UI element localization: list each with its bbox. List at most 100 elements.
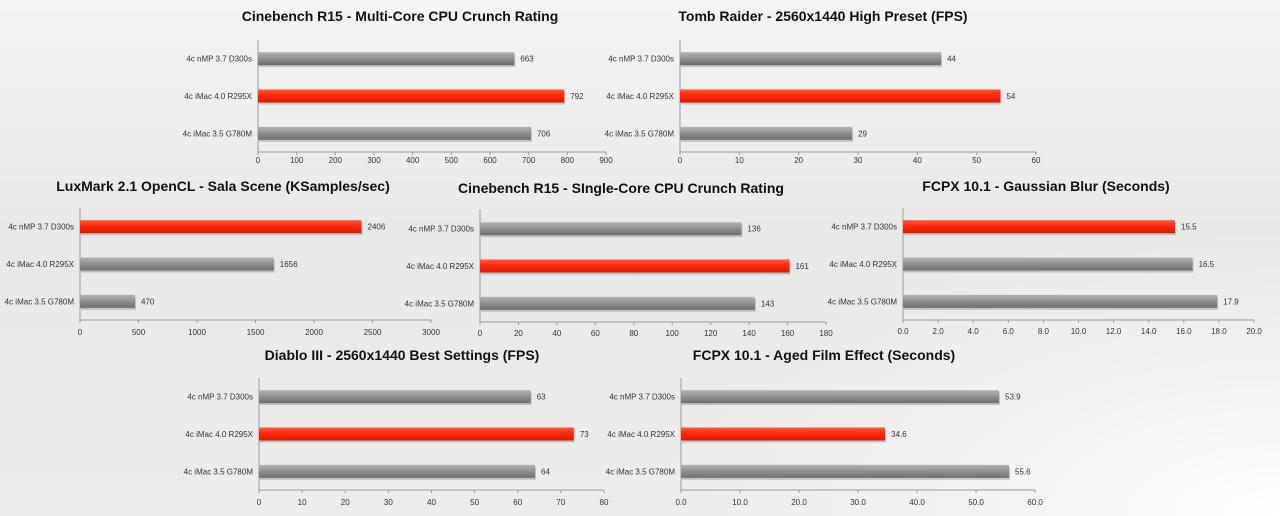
x-tick-label: 2500 — [364, 328, 382, 337]
x-tick-label: 1500 — [247, 328, 265, 337]
x-tick-label: 50 — [972, 156, 981, 165]
value-label: 17.9 — [1223, 297, 1239, 306]
x-tick-label: 0.0 — [675, 498, 687, 507]
x-tick-label: 30 — [854, 156, 863, 165]
category-label: 4c iMac 3.5 G780M — [605, 129, 675, 138]
x-tick-label: 20 — [514, 329, 523, 338]
x-tick-label: 6.0 — [1003, 327, 1015, 336]
x-tick-label: 20.0 — [1246, 327, 1262, 336]
x-tick-label: 500 — [132, 328, 146, 337]
x-tick-label: 0 — [257, 498, 262, 507]
value-label: 44 — [947, 55, 956, 64]
bar — [80, 294, 135, 308]
x-tick-label: 100 — [290, 156, 304, 165]
value-label: 16.5 — [1199, 260, 1215, 269]
value-label: 136 — [747, 225, 761, 234]
bar — [903, 257, 1193, 271]
category-label: 4c iMac 4.0 R295X — [406, 262, 474, 271]
value-label: 143 — [761, 299, 775, 308]
category-label: 4c iMac 4.0 R295X — [607, 430, 675, 439]
bar-highlight — [259, 427, 574, 441]
x-tick-label: 50.0 — [968, 498, 984, 507]
chart-3: LuxMark 2.1 OpenCL - Sala Scene (KSample… — [5, 178, 441, 337]
value-label: 706 — [537, 129, 551, 138]
category-label: 4c iMac 3.5 G780M — [405, 299, 475, 308]
category-label: 4c nMP 3.7 D300s — [609, 393, 675, 402]
category-label: 4c nMP 3.7 D300s — [608, 55, 674, 64]
value-label: 470 — [141, 297, 155, 306]
x-tick-label: 12.0 — [1106, 327, 1122, 336]
x-tick-label: 140 — [742, 329, 756, 338]
x-tick-label: 0.0 — [897, 327, 909, 336]
value-label: 54 — [1006, 92, 1015, 101]
bar-highlight — [480, 259, 790, 273]
x-tick-label: 0 — [478, 329, 483, 338]
chart-title: Tomb Raider - 2560x1440 High Preset (FPS… — [678, 8, 967, 24]
value-label: 63 — [537, 393, 546, 402]
x-tick-label: 10.0 — [732, 498, 748, 507]
x-tick-label: 40 — [913, 156, 922, 165]
value-label: 161 — [795, 262, 809, 271]
value-label: 2406 — [368, 223, 386, 232]
x-tick-label: 10 — [735, 156, 744, 165]
value-label: 29 — [858, 129, 867, 138]
x-tick-label: 700 — [522, 156, 536, 165]
value-label: 15.5 — [1181, 223, 1197, 232]
x-tick-label: 4.0 — [968, 327, 980, 336]
x-tick-label: 80 — [629, 329, 638, 338]
x-tick-label: 900 — [599, 156, 613, 165]
x-tick-label: 0 — [78, 328, 83, 337]
x-tick-label: 20 — [341, 498, 350, 507]
x-tick-label: 80 — [600, 498, 609, 507]
value-label: 1656 — [280, 260, 298, 269]
chart-title: Cinebench R15 - Multi-Core CPU Crunch Ra… — [242, 8, 559, 24]
category-label: 4c iMac 4.0 R295X — [6, 260, 74, 269]
x-tick-label: 40.0 — [909, 498, 925, 507]
category-label: 4c nMP 3.7 D300s — [408, 225, 474, 234]
bar-highlight — [680, 89, 1001, 103]
category-label: 4c iMac 3.5 G780M — [606, 467, 676, 476]
x-tick-label: 60.0 — [1027, 498, 1043, 507]
x-tick-label: 400 — [406, 156, 420, 165]
x-tick-label: 800 — [561, 156, 575, 165]
category-label: 4c iMac 4.0 R295X — [606, 92, 674, 101]
bar-highlight — [903, 220, 1176, 234]
value-label: 53.9 — [1005, 393, 1021, 402]
x-tick-label: 500 — [445, 156, 459, 165]
x-tick-label: 30 — [384, 498, 393, 507]
value-label: 34.6 — [891, 430, 907, 439]
x-tick-label: 200 — [329, 156, 343, 165]
x-tick-label: 3000 — [422, 328, 440, 337]
x-tick-label: 120 — [704, 329, 718, 338]
x-tick-label: 50 — [470, 498, 479, 507]
x-tick-label: 14.0 — [1141, 327, 1157, 336]
x-tick-label: 1000 — [188, 328, 206, 337]
x-tick-label: 60 — [1032, 156, 1041, 165]
bar — [681, 464, 1010, 478]
bar — [258, 126, 531, 140]
x-tick-label: 8.0 — [1038, 327, 1050, 336]
value-label: 663 — [520, 55, 534, 64]
bar-highlight — [80, 220, 362, 234]
chart-title: Diablo III - 2560x1440 Best Settings (FP… — [265, 347, 540, 363]
category-label: 4c iMac 3.5 G780M — [828, 297, 898, 306]
chart-5: FCPX 10.1 - Gaussian Blur (Seconds) 0.0 2.… — [828, 178, 1263, 336]
category-label: 4c nMP 3.7 D300s — [187, 393, 253, 402]
x-tick-label: 70 — [556, 498, 565, 507]
bar — [681, 390, 1000, 404]
x-tick-label: 2.0 — [933, 327, 945, 336]
x-tick-label: 16.0 — [1176, 327, 1192, 336]
x-tick-label: 10.0 — [1071, 327, 1087, 336]
bar — [80, 257, 274, 271]
x-tick-label: 60 — [513, 498, 522, 507]
bar-highlight — [681, 427, 886, 441]
x-tick-label: 30.0 — [850, 498, 866, 507]
x-tick-label: 10 — [298, 498, 307, 507]
x-tick-label: 40 — [427, 498, 436, 507]
x-tick-label: 0 — [678, 156, 683, 165]
x-tick-label: 60 — [591, 329, 600, 338]
bar — [258, 52, 515, 66]
bar — [480, 222, 742, 236]
bar-highlight — [258, 89, 565, 103]
